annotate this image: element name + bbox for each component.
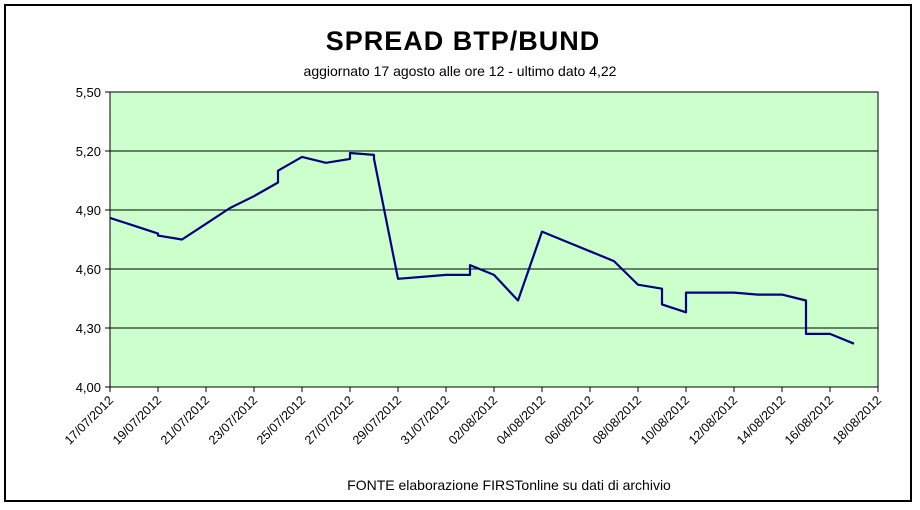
chart-source: FONTE elaborazione FIRSTonline su dati d… [347,477,671,493]
series-group [109,151,855,345]
x-tick-label: 14/08/2012 [734,393,788,447]
x-tick-label: 04/08/2012 [494,393,548,447]
chart-subtitle: aggiornato 17 agosto alle ore 12 - ultim… [304,63,617,79]
x-tick-label: 10/08/2012 [638,393,692,447]
y-axis: 4,00 4,30 4,60 4,90 5,20 5,50 [76,85,110,395]
x-tick-label: 31/07/2012 [398,393,452,447]
x-tick-label: 02/08/2012 [446,393,500,447]
y-tick-label: 4,00 [76,380,101,395]
y-tick-label: 5,50 [76,85,101,100]
x-tick-label: 12/08/2012 [686,393,740,447]
y-tick-label: 4,90 [76,203,101,218]
x-tick-label: 19/07/2012 [110,393,164,447]
spread-chart: SPREAD BTP/BUND aggiornato 17 agosto all… [62,26,884,493]
x-tick-label: 25/07/2012 [254,393,308,447]
x-tick-label: 17/07/2012 [62,393,116,447]
x-tick-label: 27/07/2012 [302,393,356,447]
y-tick-label: 4,60 [76,262,101,277]
series-line [109,151,855,345]
grid-lines [110,150,878,329]
x-tick-label: 23/07/2012 [206,393,260,447]
x-axis: 17/07/201219/07/201221/07/201223/07/2012… [62,387,884,447]
x-tick-label: 16/08/2012 [782,393,836,447]
chart-frame: SPREAD BTP/BUND aggiornato 17 agosto all… [4,4,912,502]
chart-title: SPREAD BTP/BUND [326,26,601,56]
x-tick-label: 06/08/2012 [542,393,596,447]
plot-area [109,91,879,388]
y-tick-label: 4,30 [76,321,101,336]
x-tick-label: 29/07/2012 [350,393,404,447]
x-tick-label: 21/07/2012 [158,393,212,447]
x-tick-label: 18/08/2012 [830,393,884,447]
x-tick-label: 08/08/2012 [590,393,644,447]
y-tick-label: 5,20 [76,144,101,159]
